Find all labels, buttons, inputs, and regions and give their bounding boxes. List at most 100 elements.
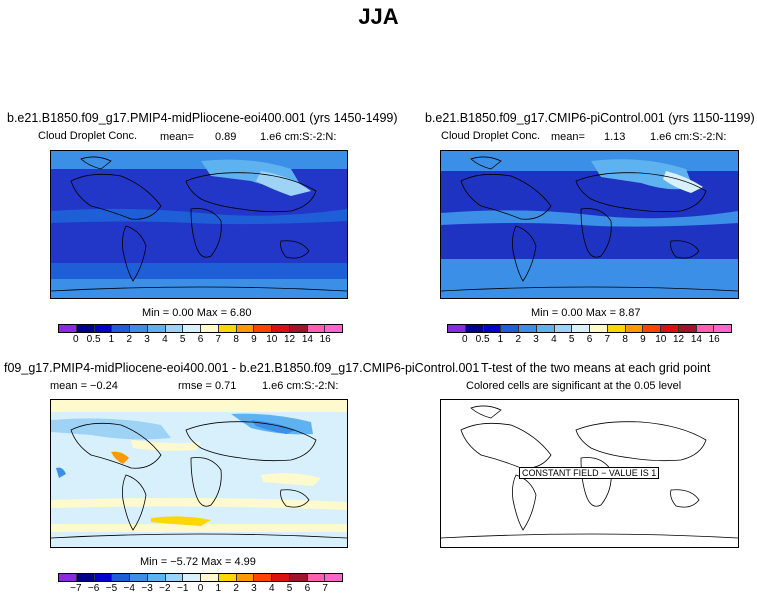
colorbar-tick-label: 4	[268, 583, 275, 594]
colorbar-tick-label: 0	[462, 334, 468, 345]
colorbar-swatch	[590, 325, 608, 332]
colorbar-tick-label: 9	[251, 334, 257, 345]
panel2-mean-value: 1.13	[604, 131, 626, 143]
panel1-minmax: Min = 0.00 Max = 6.80	[142, 307, 252, 319]
panel2-colorbar-ticks: 0 0.5 1 2 3 4 5 6 7 8 9 10 12 14 16	[447, 334, 732, 346]
panel3-colorbar-ticks: −7 −6 −5 −4 −3 −2 −1 0 1 2 3 4 5 6 7	[58, 583, 343, 595]
colorbar-tick-label: −7	[70, 583, 82, 594]
colorbar-swatch	[289, 325, 308, 332]
colorbar-tick-label: 12	[673, 334, 685, 345]
colorbar-swatch	[165, 325, 184, 332]
colorbar-swatch	[661, 325, 679, 332]
colorbar-tick-label: −2	[159, 583, 171, 594]
panel2-map	[440, 150, 739, 299]
panel2-units: 1.e6 cm:S:-2:N:	[650, 131, 727, 143]
colorbar-swatch	[218, 574, 237, 581]
colorbar-swatch	[519, 325, 537, 332]
panel3-colorbar	[58, 573, 343, 582]
colorbar-swatch	[678, 325, 697, 332]
colorbar-tick-label: −4	[123, 583, 135, 594]
colorbar-swatch	[165, 574, 184, 581]
panel4-map	[440, 399, 739, 548]
colorbar-tick-label: 14	[690, 334, 702, 345]
colorbar-swatch	[94, 574, 113, 581]
colorbar-tick-label: 4	[162, 334, 168, 345]
panel1-map	[50, 150, 348, 299]
colorbar-swatch	[325, 325, 342, 332]
colorbar-swatch	[183, 574, 201, 581]
colorbar-swatch	[714, 325, 731, 332]
colorbar-swatch	[325, 574, 342, 581]
colorbar-tick-label: 7	[322, 583, 328, 594]
colorbar-tick-label: −1	[176, 583, 189, 594]
panel3-map	[50, 399, 348, 548]
panel3-minmax: Min = −5.72 Max = 4.99	[140, 556, 256, 568]
colorbar-tick-label: 1	[497, 334, 504, 345]
colorbar-tick-label: 5	[179, 334, 186, 345]
panel4-subtitle: Colored cells are significant at the 0.0…	[466, 380, 682, 392]
colorbar-tick-label: 10	[655, 334, 667, 345]
constant-field-label: CONSTANT FIELD − VALUE IS 1	[519, 467, 660, 479]
colorbar-swatch	[448, 325, 466, 332]
colorbar-swatch	[307, 574, 326, 581]
colorbar-tick-label: 12	[284, 334, 296, 345]
colorbar-swatch	[130, 574, 148, 581]
colorbar-swatch	[465, 325, 484, 332]
colorbar-tick-label: 16	[708, 334, 720, 345]
panel1-variable: Cloud Droplet Conc.	[38, 130, 138, 142]
colorbar-swatch	[272, 325, 290, 332]
colorbar-swatch	[201, 325, 219, 332]
panel3-title: f09_g17.PMIP4-midPliocene-eoi400.001 - b…	[4, 361, 480, 375]
colorbar-swatch	[254, 574, 272, 581]
colorbar-swatch	[218, 325, 237, 332]
colorbar-tick-label: 4	[551, 334, 557, 345]
colorbar-tick-label: 1	[215, 583, 222, 594]
colorbar-tick-label: −6	[87, 583, 100, 594]
panel1-mean-label: mean=	[160, 131, 194, 143]
colorbar-swatch	[572, 325, 590, 332]
panel3-rmse: rmse = 0.71	[178, 380, 237, 392]
colorbar-tick-label: 3	[251, 583, 257, 594]
panel2-minmax: Min = 0.00 Max = 8.87	[531, 307, 641, 319]
panel3-mean: mean = −0.24	[50, 380, 118, 392]
colorbar-tick-label: −3	[141, 583, 153, 594]
colorbar-swatch	[536, 325, 555, 332]
colorbar-swatch	[307, 325, 326, 332]
panel1-mean-value: 0.89	[215, 131, 237, 143]
colorbar-tick-label: 16	[319, 334, 331, 345]
colorbar-tick-label: 0.5	[86, 334, 101, 345]
colorbar-swatch	[272, 574, 290, 581]
colorbar-tick-label: 1	[108, 334, 115, 345]
colorbar-tick-label: 10	[266, 334, 278, 345]
colorbar-swatch	[147, 325, 166, 332]
colorbar-tick-label: 0	[73, 334, 79, 345]
colorbar-tick-label: −5	[105, 583, 118, 594]
colorbar-swatch	[254, 325, 272, 332]
colorbar-swatch	[483, 325, 502, 332]
panel1-colorbar	[58, 324, 343, 333]
panel2-colorbar	[447, 324, 732, 333]
colorbar-tick-label: 6	[197, 334, 204, 345]
colorbar-tick-label: 0.5	[475, 334, 490, 345]
colorbar-swatch	[147, 574, 166, 581]
panel2-title: b.e21.B1850.f09_g17.CMIP6-piControl.001 …	[425, 111, 755, 125]
colorbar-swatch	[696, 325, 715, 332]
colorbar-swatch	[554, 325, 573, 332]
colorbar-tick-label: 2	[233, 583, 239, 594]
colorbar-tick-label: 5	[286, 583, 293, 594]
colorbar-tick-label: 0	[197, 583, 204, 594]
colorbar-tick-label: 3	[533, 334, 539, 345]
colorbar-swatch	[59, 574, 77, 581]
panel4-title: T-test of the two means at each grid poi…	[481, 361, 711, 375]
colorbar-swatch	[607, 325, 626, 332]
panel3-units: 1.e6 cm:S:-2:N:	[262, 380, 339, 392]
colorbar-swatch	[112, 574, 130, 581]
colorbar-swatch	[112, 325, 130, 332]
colorbar-swatch	[201, 574, 219, 581]
panel1-units: 1.e6 cm:S:-2:N:	[260, 131, 337, 143]
colorbar-swatch	[76, 574, 95, 581]
colorbar-tick-label: 2	[126, 334, 133, 345]
colorbar-tick-label: 7	[604, 334, 611, 345]
colorbar-swatch	[76, 325, 95, 332]
colorbar-tick-label: 6	[586, 334, 593, 345]
